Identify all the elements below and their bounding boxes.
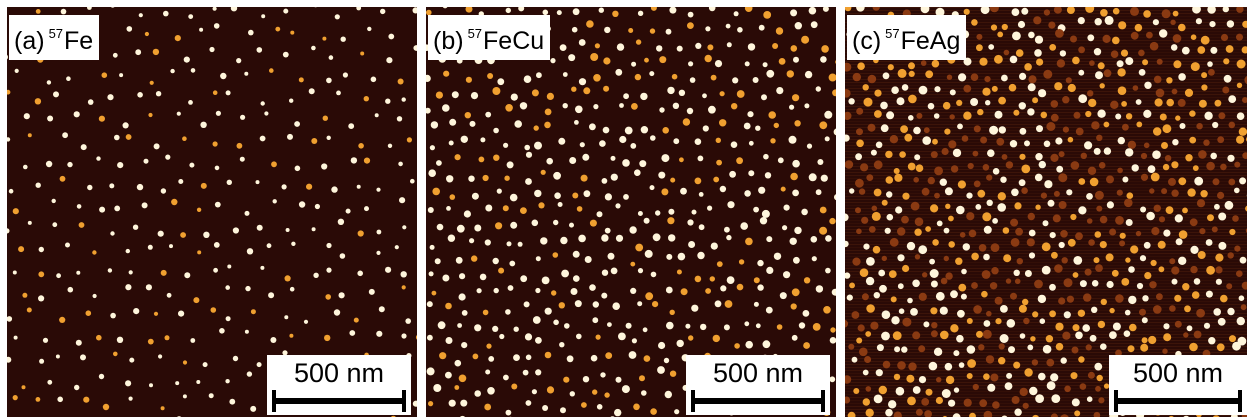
afm-image-fecu: (b) 57FeCu 500 nm bbox=[426, 7, 836, 417]
material-name: Fe bbox=[64, 27, 94, 55]
scale-bar-label: 500 nm bbox=[712, 358, 804, 388]
panel-label-b: (b) 57FeCu bbox=[428, 15, 551, 60]
isotope-superscript: 57 bbox=[885, 26, 900, 41]
panel-letter: (b) bbox=[433, 27, 464, 55]
material-name: FeAg bbox=[900, 27, 961, 55]
panel-label-a: (a) 57Fe bbox=[9, 15, 100, 60]
panel-letter: (c) bbox=[852, 27, 882, 55]
afm-particles-feag bbox=[845, 7, 1247, 417]
afm-image-fe: (a) 57Fe 500 nm bbox=[7, 7, 417, 417]
scale-bar-line bbox=[272, 390, 406, 412]
scale-bar-label: 500 nm bbox=[293, 358, 385, 388]
scale-bar-b: 500 nm bbox=[686, 355, 830, 415]
panel-letter: (a) bbox=[14, 27, 45, 55]
material-name: FeCu bbox=[483, 27, 545, 55]
scale-bar-label: 500 nm bbox=[1132, 358, 1224, 388]
scale-bar-line bbox=[1114, 390, 1242, 412]
scale-bar-c: 500 nm bbox=[1109, 355, 1247, 415]
isotope-superscript: 57 bbox=[467, 26, 483, 41]
scale-bar-line bbox=[691, 390, 825, 412]
isotope-superscript: 57 bbox=[48, 26, 64, 41]
afm-image-feag: (c) 57FeAg 500 nm bbox=[845, 7, 1247, 417]
scale-bar-a: 500 nm bbox=[267, 355, 411, 415]
afm-particles-fe bbox=[7, 7, 417, 417]
panel-label-c: (c) 57FeAg bbox=[847, 15, 967, 60]
